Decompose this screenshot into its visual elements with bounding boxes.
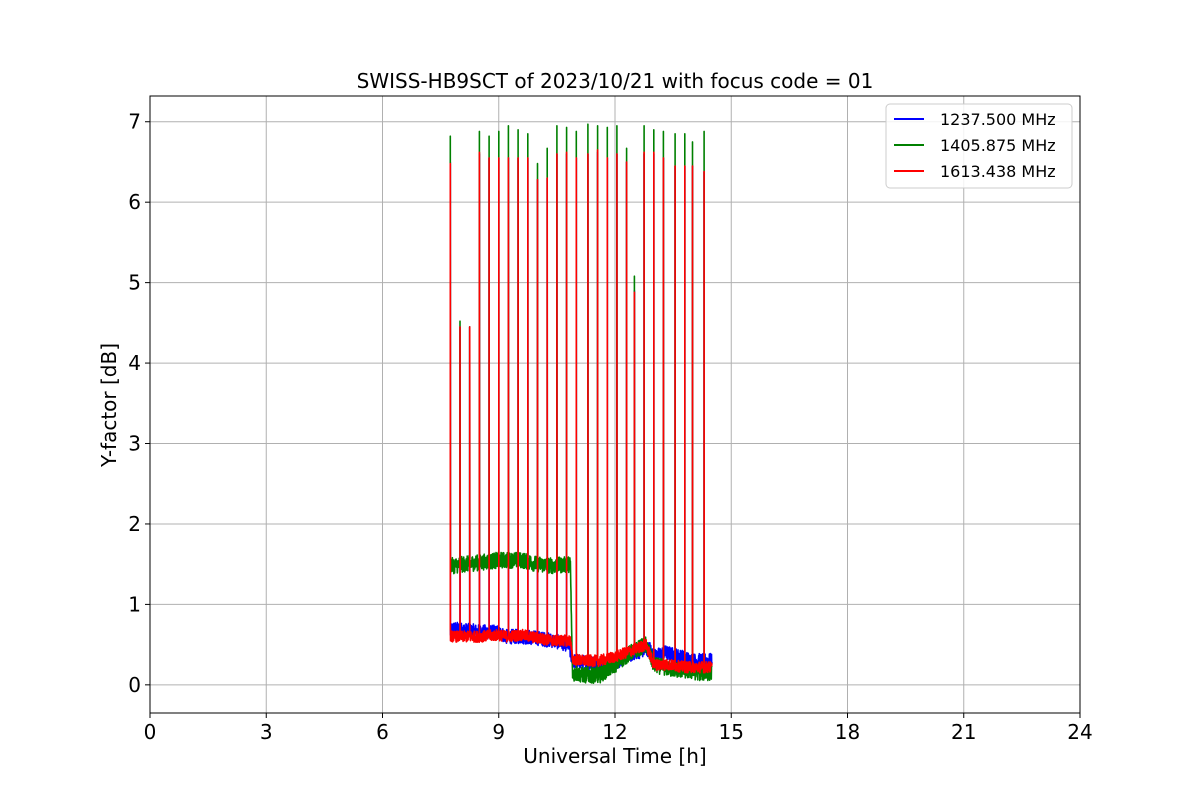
x-tick-label: 12	[602, 720, 627, 744]
x-tick-label: 0	[144, 720, 157, 744]
series-layer	[449, 123, 713, 684]
legend-box	[885, 103, 1073, 189]
legend: 1237.500 MHz 1405.875 MHz 1613.438 MHz	[885, 103, 1073, 189]
legend-label: 1613.438 MHz	[940, 162, 1056, 181]
y-tick-label: 4	[128, 351, 141, 375]
x-tick-label: 3	[260, 720, 273, 744]
chart-title: SWISS-HB9SCT of 2023/10/21 with focus co…	[357, 69, 874, 93]
y-tick-label: 6	[128, 190, 141, 214]
legend-label: 1405.875 MHz	[940, 136, 1056, 155]
y-tick-label: 0	[128, 673, 141, 697]
x-axis-label: Universal Time [h]	[523, 744, 706, 768]
y-tick-label: 7	[128, 110, 141, 134]
legend-label: 1237.500 MHz	[940, 110, 1056, 129]
y-axis-label: Y-factor [dB]	[97, 343, 121, 468]
y-tick-label: 2	[128, 512, 141, 536]
y-tick-label: 5	[128, 271, 141, 295]
x-tick-label: 9	[492, 720, 505, 744]
x-tick-label: 18	[835, 720, 860, 744]
x-tick-label: 15	[719, 720, 744, 744]
x-tick-label: 6	[376, 720, 389, 744]
y-tick-label: 3	[128, 432, 141, 456]
series-line	[449, 149, 713, 674]
y-tick-label: 1	[128, 592, 141, 616]
x-tick-label: 24	[1067, 720, 1092, 744]
series-line	[449, 123, 713, 684]
x-tick-label: 21	[951, 720, 976, 744]
